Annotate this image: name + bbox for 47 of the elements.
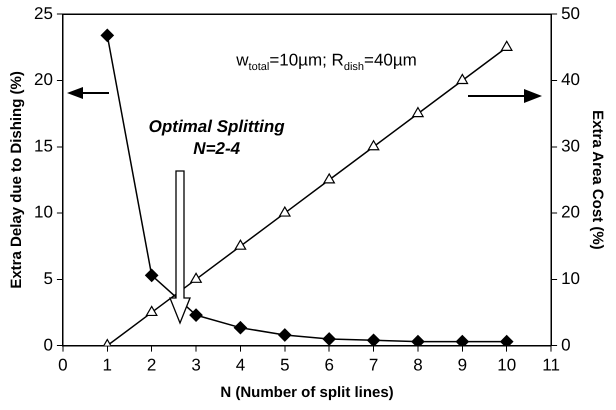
y-tick-label: 20 <box>34 70 53 90</box>
x-tick-label: 1 <box>102 355 112 374</box>
point <box>456 335 469 346</box>
point <box>412 107 424 118</box>
y2-axis-title: Extra Area Cost (%) <box>588 110 606 250</box>
y2-tick-label: 0 <box>561 335 571 354</box>
point <box>500 335 514 346</box>
point <box>234 240 246 250</box>
point <box>189 308 203 322</box>
y-tick-label: 25 <box>34 4 53 23</box>
point <box>500 40 513 51</box>
y2-tick-label: 20 <box>561 202 580 222</box>
point <box>278 328 292 342</box>
x-tick-label: 9 <box>458 355 468 374</box>
x-tick-label: 11 <box>542 355 560 374</box>
point <box>322 332 336 346</box>
point <box>145 268 158 282</box>
point <box>279 206 291 217</box>
y2-tick-label: 30 <box>561 136 580 156</box>
x-tick-label: 3 <box>191 355 201 374</box>
point <box>411 335 425 346</box>
x-axis-title: N (Number of split lines) <box>220 384 394 402</box>
point <box>323 173 335 184</box>
x-tick-label: 5 <box>280 355 290 374</box>
point <box>234 321 248 334</box>
x-tick-label: 8 <box>413 355 423 374</box>
x-tick-label: 2 <box>146 355 156 374</box>
point <box>368 140 380 150</box>
x-tick-label: 6 <box>324 355 334 374</box>
x-tick-label: 4 <box>236 355 246 374</box>
x-tick-label: 7 <box>368 355 378 374</box>
y-tick-label: 0 <box>43 335 53 354</box>
y-tick-label: 5 <box>43 269 53 288</box>
y2-tick-label: 40 <box>561 70 580 90</box>
point <box>100 28 114 42</box>
point <box>146 306 158 316</box>
x-tick-label: 10 <box>497 355 516 374</box>
x-tick-label: 0 <box>58 355 68 374</box>
y-tick-label: 10 <box>34 202 53 222</box>
point <box>190 272 202 283</box>
point <box>456 74 468 84</box>
y-tick-label: 15 <box>34 136 53 156</box>
y2-tick-label: 10 <box>561 269 580 288</box>
y-axis-title: Extra Delay due to Dishing (%) <box>8 71 26 289</box>
y2-tick-label: 50 <box>561 4 580 23</box>
point <box>366 334 380 346</box>
annotation: Optimal Splitting N=2-4 <box>148 116 286 158</box>
